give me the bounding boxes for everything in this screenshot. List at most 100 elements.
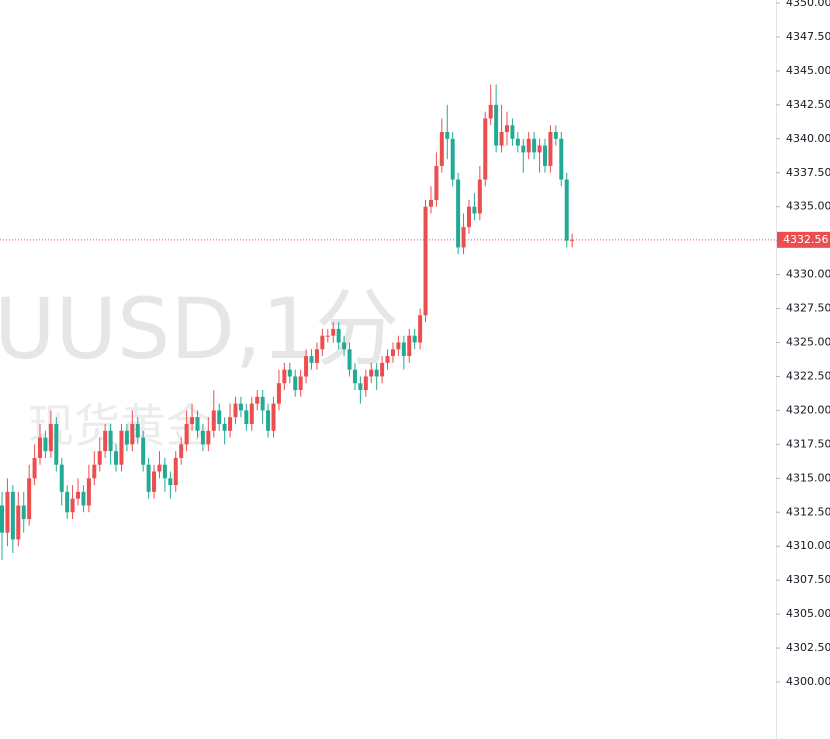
candle-body [407, 335, 412, 357]
candle-body [222, 423, 227, 431]
candle-body [450, 138, 455, 180]
candle-body [336, 328, 341, 343]
y-tick-label: 4335.00 [786, 200, 830, 213]
candle-body [553, 132, 558, 139]
candle-body [152, 471, 157, 492]
candle-body [141, 437, 146, 465]
candle-body [16, 505, 21, 540]
candle-body [168, 478, 173, 486]
candle-body [130, 423, 135, 445]
candle-body [179, 444, 184, 458]
candle-body [564, 179, 569, 241]
y-tick-label: 4340.00 [786, 132, 830, 145]
y-tick-label: 4347.50 [786, 30, 830, 43]
candle-body [10, 491, 15, 540]
candle-body [238, 403, 243, 411]
candle-body [206, 430, 211, 445]
last-price-label: 4332.56 [783, 233, 829, 246]
candle-body [70, 498, 75, 513]
y-tick-label: 4300.00 [786, 675, 830, 688]
candle-body [233, 403, 238, 418]
candle-body [162, 464, 167, 479]
candle-body [412, 335, 417, 343]
candle-body [483, 118, 488, 180]
candle-body [352, 369, 357, 384]
candle-body [434, 165, 439, 200]
candle-body [119, 430, 124, 465]
last-price-box [777, 231, 830, 248]
candle-body [342, 342, 347, 350]
candle-body [504, 125, 509, 133]
candle-body [249, 403, 254, 424]
candle-body [304, 356, 309, 377]
candle-body [423, 206, 428, 316]
candle-body [38, 437, 43, 458]
y-tick-label: 4350.00 [786, 0, 830, 9]
candle-body [271, 403, 276, 431]
candle-body [5, 491, 10, 533]
y-tick-label: 4307.50 [786, 573, 830, 586]
candle-body [108, 430, 113, 452]
candle-body [43, 437, 48, 452]
candle-body [347, 349, 352, 370]
candle-body [380, 362, 385, 377]
y-tick-label: 4310.00 [786, 539, 830, 552]
candle-body [445, 132, 450, 139]
candle-body [282, 369, 287, 384]
candle-body [363, 376, 368, 391]
candle-body [390, 349, 395, 357]
candle-body [76, 491, 81, 499]
candle-body [54, 423, 59, 465]
candle-body [97, 451, 102, 465]
candle-body [21, 505, 26, 520]
candle-body [548, 132, 553, 166]
candle-body [374, 369, 379, 377]
candle-body [320, 335, 325, 350]
candle-body [510, 125, 515, 139]
candle-body [27, 478, 32, 520]
candle-body [369, 369, 374, 377]
candle-body [0, 505, 4, 533]
candle-body [287, 369, 292, 377]
candle-body [461, 227, 466, 248]
candle-body [521, 145, 526, 153]
candle-body [244, 410, 249, 424]
candle-body [559, 138, 564, 180]
y-tick-label: 4330.00 [786, 268, 830, 281]
candle-body [157, 464, 162, 472]
candle-body [309, 356, 314, 363]
y-tick-label: 4325.00 [786, 336, 830, 349]
y-tick-label: 4302.50 [786, 641, 830, 654]
y-tick-label: 4322.50 [786, 369, 830, 382]
candle-body [65, 491, 70, 513]
candle-body [570, 239, 575, 241]
candle-body [428, 199, 433, 207]
candle-body [488, 104, 493, 119]
candle-body [190, 417, 195, 424]
candle-body [298, 376, 303, 391]
candle-body [466, 206, 471, 228]
candle-body [385, 356, 390, 363]
candle-body [456, 179, 461, 248]
candle-body [48, 423, 53, 452]
candle-body [276, 383, 281, 404]
candle-body [228, 417, 233, 431]
candle-body [532, 138, 537, 153]
candle-body [401, 342, 406, 357]
candle-body [331, 328, 336, 336]
y-tick-label: 4342.50 [786, 98, 830, 111]
candle-body [515, 138, 520, 146]
candle-body [439, 132, 444, 166]
candle-body [124, 430, 129, 445]
candle-body [358, 383, 363, 391]
candle-body [293, 376, 298, 391]
y-tick-label: 4305.00 [786, 607, 830, 620]
candle-body [396, 342, 401, 350]
candle-body [526, 138, 531, 153]
candle-body [472, 206, 477, 214]
candle-body [217, 410, 222, 424]
candle-body [114, 451, 119, 465]
candle-body [260, 396, 265, 411]
candle-body [32, 457, 37, 479]
candle-body [86, 478, 91, 506]
